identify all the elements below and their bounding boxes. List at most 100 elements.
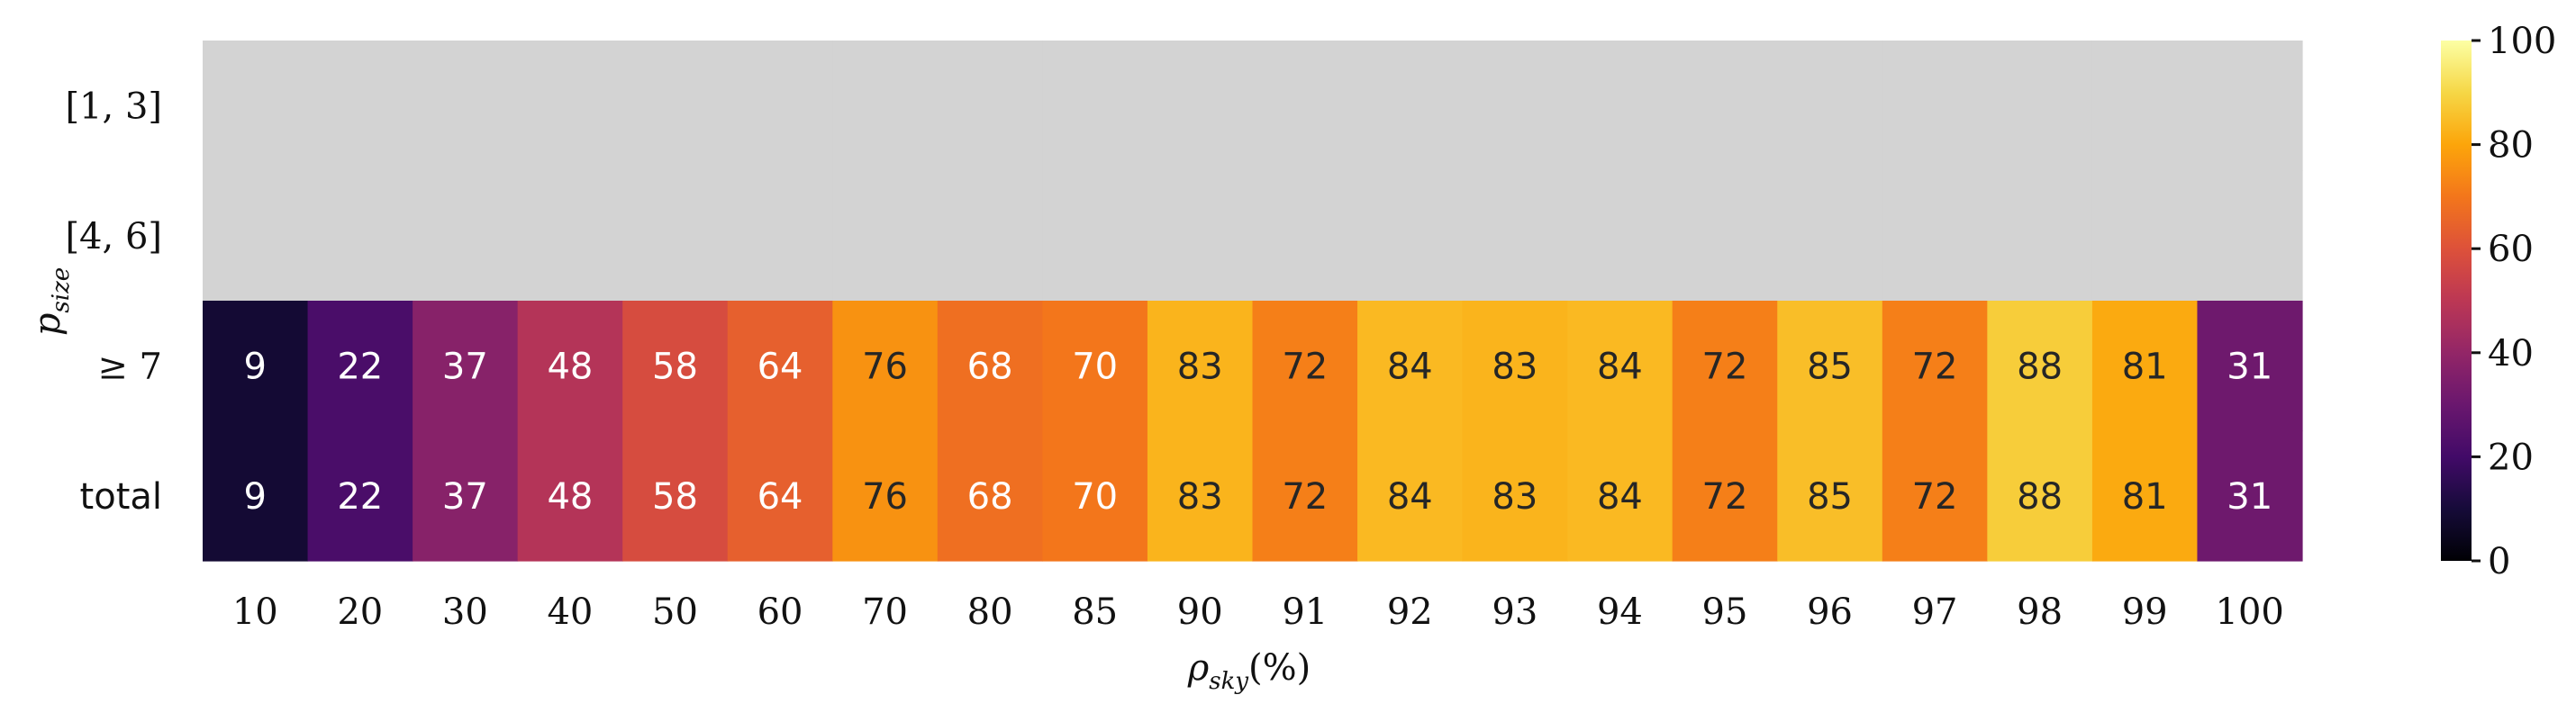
y-tick-label: total <box>80 476 162 518</box>
heatmap-cell-missing <box>1567 170 1673 302</box>
heatmap-cell-missing <box>413 41 519 172</box>
colorbar-tick-label: 40 <box>2488 333 2534 375</box>
heatmap-cell-missing <box>622 41 729 172</box>
heatmap-cell <box>1357 430 1464 562</box>
colorbar-tick-label: 0 <box>2488 541 2510 582</box>
heatmap-cell <box>1672 301 1778 432</box>
heatmap-cell-missing <box>307 170 413 302</box>
heatmap-cell <box>2197 301 2303 432</box>
x-tick-labels: 10 20 30 40 50 60 70 80 85 90 91 92 93 94 95 96 97 98 99 10… <box>232 591 2284 633</box>
heatmap-cell-missing <box>203 170 309 302</box>
colorbar-tick-label: 60 <box>2488 229 2534 270</box>
heatmap-cell-missing <box>1777 170 1883 302</box>
cell-value-label: 37 <box>442 476 488 518</box>
x-tick-label: 99 <box>2122 591 2168 633</box>
heatmap-cell <box>1987 430 2093 562</box>
x-tick-label: 20 <box>337 591 383 633</box>
heatmap-cell-missing <box>307 41 413 172</box>
cell-value-label: 9 <box>244 476 267 518</box>
heatmap-cell <box>1462 301 1568 432</box>
y-tick-label: ≥ 7 <box>97 346 162 387</box>
heatmap-cell <box>1777 301 1883 432</box>
colorbar-tick-label: 20 <box>2488 437 2534 478</box>
heatmap-cell <box>1147 430 1254 562</box>
x-tick-label: 80 <box>967 591 1013 633</box>
heatmap-cell-missing <box>1987 170 2093 302</box>
cell-value-label: 22 <box>337 346 383 387</box>
cell-value-label: 58 <box>652 476 698 518</box>
heatmap-cell-missing <box>1462 170 1568 302</box>
heatmap-cell <box>832 430 939 562</box>
heatmap-cell <box>1252 301 1358 432</box>
heatmap-cell <box>517 430 623 562</box>
x-tick-label: 98 <box>2017 591 2063 633</box>
y-tick-label: [4, 6] <box>65 216 162 257</box>
cell-value-label: 68 <box>967 476 1013 518</box>
heatmap-cell-missing <box>1357 41 1464 172</box>
heatmap-cell <box>1462 430 1568 562</box>
cell-value-label: 83 <box>1492 476 1537 518</box>
heatmap-cell <box>1567 430 1673 562</box>
cell-value-label: 81 <box>2122 346 2168 387</box>
heatmap-cell-missing <box>727 170 833 302</box>
cell-value-label: 84 <box>1597 346 1643 387</box>
heatmap-cell <box>1567 301 1673 432</box>
heatmap-cell <box>1357 301 1464 432</box>
heatmap-cell-missing <box>832 170 939 302</box>
heatmap-cell <box>2091 430 2199 562</box>
x-tick-label: 96 <box>1807 591 1853 633</box>
heatmap-cell <box>1882 430 1988 562</box>
cell-value-label: 88 <box>2017 346 2063 387</box>
cell-value-label: 84 <box>1387 346 1433 387</box>
x-tick-label: 50 <box>652 591 698 633</box>
cell-value-label: 85 <box>1807 346 1853 387</box>
colorbar-tick-label: 100 <box>2488 21 2556 62</box>
x-tick-label: 100 <box>2216 591 2284 633</box>
heatmap-cell-missing <box>1672 170 1778 302</box>
x-tick-label: 85 <box>1072 591 1118 633</box>
cell-value-label: 83 <box>1492 346 1537 387</box>
heatmap-cell-missing <box>1567 41 1673 172</box>
cell-value-label: 58 <box>652 346 698 387</box>
cell-value-label: 72 <box>1702 476 1748 518</box>
heatmap-cell <box>1987 301 2093 432</box>
heatmap-cell <box>1672 430 1778 562</box>
heatmap-cells <box>203 41 2303 562</box>
heatmap-cell-missing <box>937 170 1043 302</box>
heatmap-cell <box>307 430 413 562</box>
cell-value-label: 83 <box>1177 346 1223 387</box>
heatmap-cell <box>307 301 413 432</box>
heatmap-cell <box>622 301 729 432</box>
x-tick-label: 40 <box>547 591 593 633</box>
heatmap-cell <box>1252 430 1358 562</box>
heatmap-cell <box>832 301 939 432</box>
heatmap-cell-missing <box>1042 170 1148 302</box>
heatmap-cell <box>1042 430 1148 562</box>
cell-value-label: 70 <box>1072 476 1118 518</box>
cell-value-label: 84 <box>1387 476 1433 518</box>
heatmap-cell <box>203 301 309 432</box>
cell-value-labels: 9 22 37 48 58 64 76 68 70 83 72 84 83 84 72 85 72 88 81 31 9… <box>244 346 2273 518</box>
heatmap-cell <box>1042 301 1148 432</box>
cell-value-label: 31 <box>2227 476 2272 518</box>
x-axis-label: ρsky(%) <box>1187 647 1311 695</box>
heatmap-cell-missing <box>832 41 939 172</box>
cell-value-label: 72 <box>1282 346 1328 387</box>
heatmap-cell-missing <box>203 41 309 172</box>
heatmap-cell <box>622 430 729 562</box>
heatmap-cell-missing <box>517 170 623 302</box>
heatmap-cell-missing <box>1252 170 1358 302</box>
cell-value-label: 76 <box>862 476 908 518</box>
heatmap-cell-missing <box>2091 41 2199 172</box>
heatmap-cell <box>727 301 833 432</box>
heatmap-cell <box>1777 430 1883 562</box>
x-tick-label: 94 <box>1597 591 1643 633</box>
x-tick-label: 10 <box>232 591 278 633</box>
colorbar-tick-label: 80 <box>2488 125 2534 167</box>
cell-value-label: 83 <box>1177 476 1223 518</box>
x-tick-label: 30 <box>442 591 488 633</box>
colorbar <box>2441 41 2472 561</box>
x-tick-label: 97 <box>1912 591 1958 633</box>
heatmap-cell-missing <box>2197 41 2303 172</box>
heatmap-cell-missing <box>1462 41 1568 172</box>
